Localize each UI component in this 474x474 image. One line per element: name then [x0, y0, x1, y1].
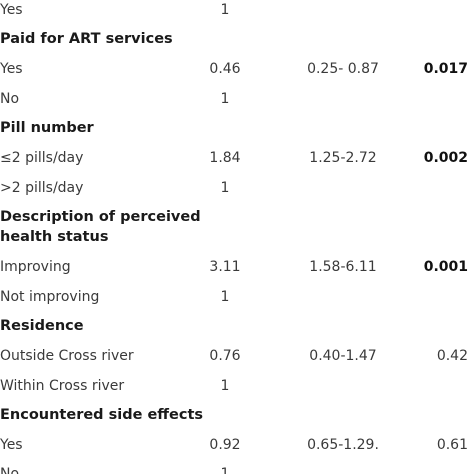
confidence-interval-value: 0.65-1.29. — [307, 437, 379, 453]
section-heading-label: Encountered side effects — [0, 407, 204, 423]
p-value: 0.002 — [423, 150, 468, 166]
confidence-interval-value: 0.40-1.47 — [309, 348, 377, 364]
odds-ratio-value: 1 — [220, 466, 230, 474]
p-value: 0.42 — [436, 348, 468, 364]
confidence-interval-value: 0.25- 0.87 — [307, 61, 379, 77]
section-heading-label: Residence — [0, 318, 84, 334]
p-value: 0.61 — [436, 437, 468, 453]
odds-ratio-value: 1 — [220, 91, 230, 107]
variable-category-label: Within Cross river — [0, 378, 125, 394]
confidence-interval-value: 1.58-6.11 — [309, 259, 377, 275]
variable-category-label: Yes — [0, 437, 23, 453]
odds-ratio-value: 0.76 — [209, 348, 241, 364]
odds-ratio-value: 1.84 — [209, 150, 241, 166]
section-heading-label: Description of perceived — [0, 209, 201, 225]
variable-category-label: Yes — [0, 61, 23, 77]
variable-category-label: Yes — [0, 2, 23, 18]
odds-ratio-value: 3.11 — [209, 259, 241, 275]
p-value: 0.017 — [423, 61, 468, 77]
p-value: 0.001 — [423, 259, 468, 275]
odds-ratio-value: 1 — [220, 2, 230, 18]
variable-category-label: ≤2 pills/day — [0, 150, 84, 166]
variable-category-label: Not improving — [0, 289, 100, 305]
odds-ratio-value: 1 — [220, 289, 230, 305]
section-heading-label: Pill number — [0, 120, 94, 136]
variable-category-label: No — [0, 466, 20, 474]
odds-ratio-value: 0.46 — [209, 61, 241, 77]
confidence-interval-value: 1.25-2.72 — [309, 150, 377, 166]
variable-category-label: Outside Cross river — [0, 348, 134, 364]
variable-category-label: No — [0, 91, 20, 107]
section-heading-label: Paid for ART services — [0, 31, 173, 47]
odds-ratio-value: 0.92 — [209, 437, 241, 453]
section-heading-label-line2: health status — [0, 229, 109, 245]
variable-category-label: Improving — [0, 259, 71, 275]
variable-category-label: >2 pills/day — [0, 180, 84, 196]
odds-ratio-value: 1 — [220, 180, 230, 196]
odds-ratio-value: 1 — [220, 378, 230, 394]
